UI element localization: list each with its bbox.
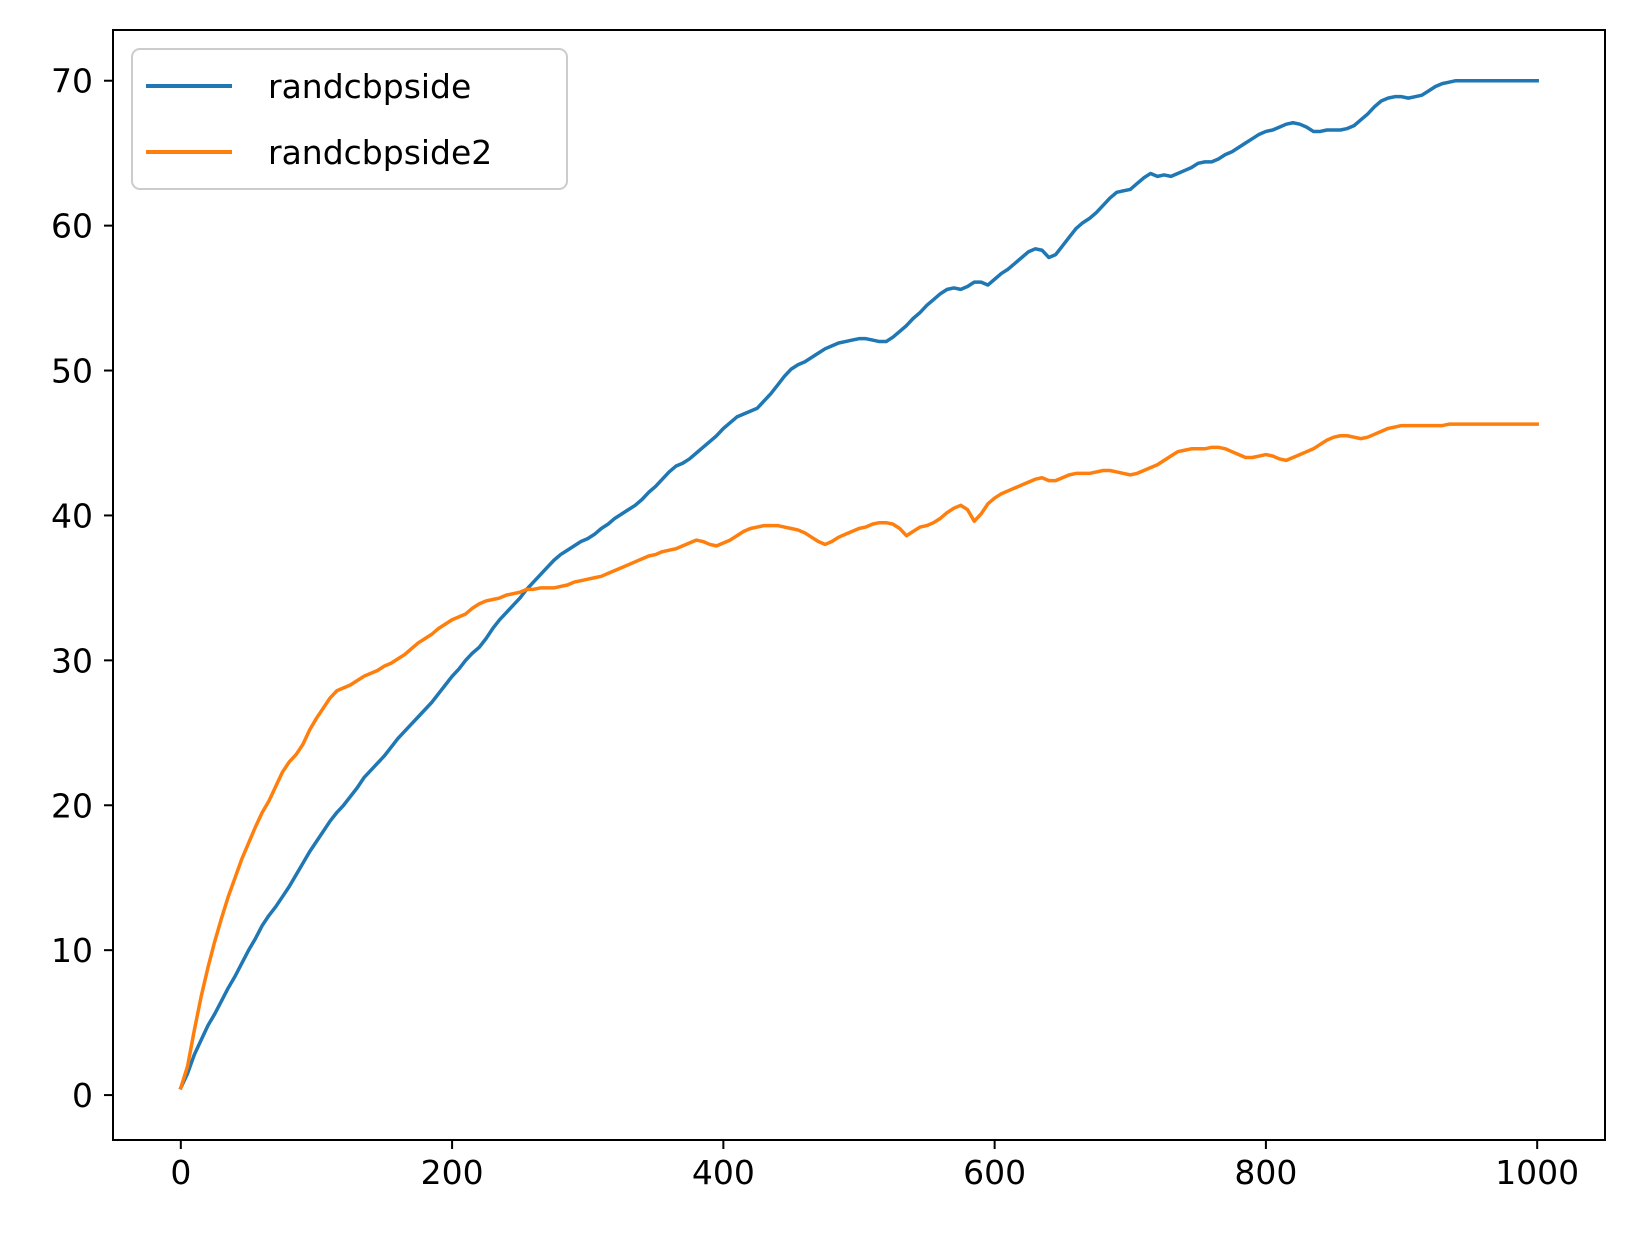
y-axis: 0 10 20 30 40 50 60 70 xyxy=(51,62,113,1115)
legend: randcbpside randcbpside2 xyxy=(131,48,568,190)
legend-box xyxy=(131,48,568,190)
legend-items: randcbpside randcbpside2 xyxy=(146,67,492,172)
y-tick-label: 40 xyxy=(51,496,93,535)
y-tick-label: 10 xyxy=(51,931,93,970)
plot-frame xyxy=(112,29,1606,1141)
x-tick-label: 0 xyxy=(170,1153,191,1192)
x-tick-label: 400 xyxy=(692,1153,755,1192)
y-tick-label: 30 xyxy=(51,641,93,680)
x-tick-label: 600 xyxy=(963,1153,1026,1192)
x-tick-label: 1000 xyxy=(1495,1153,1579,1192)
series-line-randcbpside xyxy=(178,78,1539,1091)
y-tick-label: 70 xyxy=(51,62,93,101)
y-tick-label: 20 xyxy=(51,786,93,825)
x-tick-label: 800 xyxy=(1234,1153,1297,1192)
series-line-randcbpside2 xyxy=(178,422,1539,1091)
legend-label: randcbpside2 xyxy=(268,133,492,172)
y-tick-label: 0 xyxy=(72,1076,93,1115)
x-axis: 0 200 400 600 800 1000 xyxy=(170,1140,1579,1192)
series-layer xyxy=(178,78,1539,1091)
y-tick-label: 60 xyxy=(51,207,93,246)
x-tick-label: 200 xyxy=(421,1153,484,1192)
legend-label: randcbpside xyxy=(268,67,471,106)
y-tick-label: 50 xyxy=(51,352,93,391)
